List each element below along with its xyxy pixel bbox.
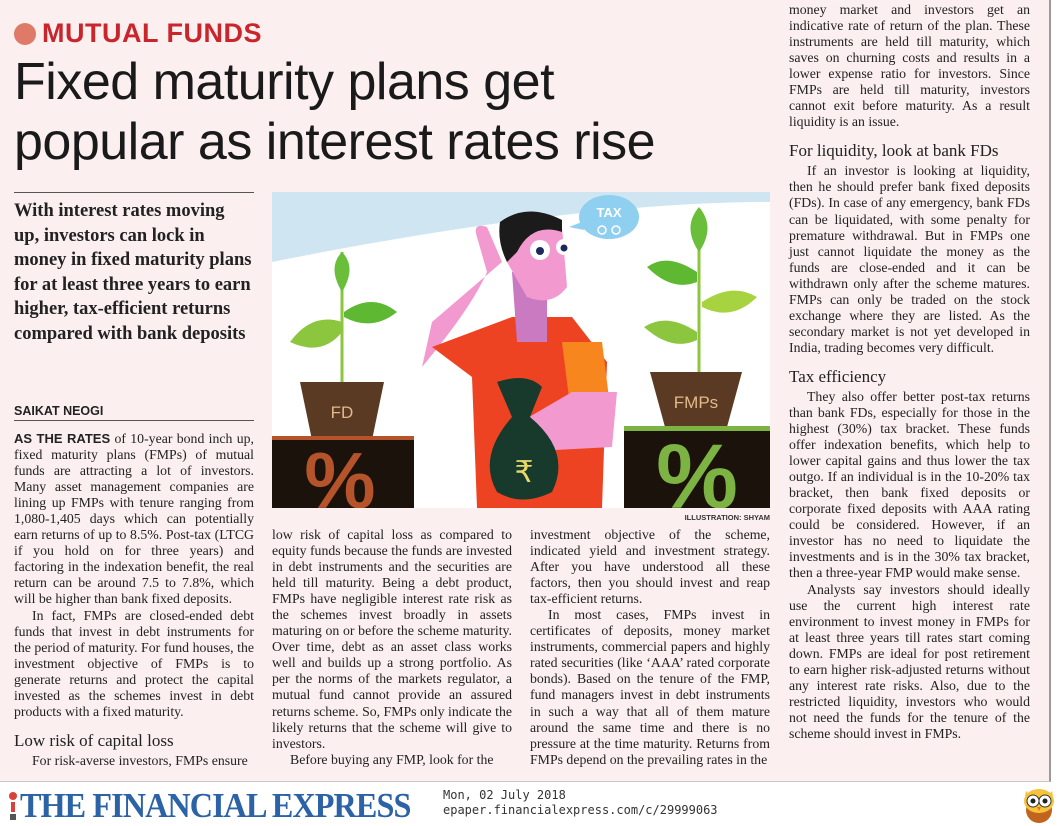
edition-date: Mon, 02 July 2018 (443, 788, 566, 802)
headline: Fixed maturity plans get popular as inte… (14, 53, 656, 171)
byline: SAIKAT NEOGI (14, 404, 104, 418)
fmp-block (624, 428, 770, 508)
column-3: investment objective of the scheme, indi… (530, 527, 770, 768)
fd-pot-label: FD (331, 403, 354, 422)
fmp-pot-label: FMPs (674, 393, 718, 412)
column-2: low risk of capital loss as compared to … (272, 527, 512, 768)
paragraph: In most cases, FMPs invest in certificat… (530, 607, 770, 767)
paragraph: Analysts say investors should ideally us… (789, 581, 1030, 741)
section-kicker: MUTUAL FUNDS (14, 18, 262, 49)
edition-info: Mon, 02 July 2018 epaper.financialexpres… (443, 788, 718, 818)
publication-logo[interactable]: THE FINANCIAL EXPRESS (6, 786, 444, 826)
fd-pot (300, 382, 384, 440)
fmp-pot (650, 372, 742, 427)
paragraph-text: of 10-year bond inch up, fixed maturity … (14, 431, 254, 607)
paragraph: investment objective of the scheme, indi… (530, 527, 770, 607)
illustration: FD % FMPs % ₹ (272, 192, 770, 508)
sky (272, 192, 770, 262)
paragraph: If an investor is looking at liquidity, … (789, 163, 1030, 355)
article: MUTUAL FUNDS Fixed maturity plans get po… (0, 0, 1051, 782)
owl-icon[interactable] (1022, 786, 1056, 824)
column-1: AS THE RATES of 10-year bond inch up, fi… (14, 431, 254, 769)
fmp-plant (644, 207, 757, 372)
logo-emblem-icon (9, 792, 17, 820)
edition-url[interactable]: epaper.financialexpress.com/c/29999063 (443, 803, 718, 817)
column-4: money market and investors get an indica… (789, 2, 1030, 742)
divider (14, 192, 254, 193)
paragraph: AS THE RATES of 10-year bond inch up, fi… (14, 431, 254, 608)
deck: With interest rates moving up, investors… (14, 201, 252, 344)
paragraph: money market and investors get an indica… (789, 2, 1030, 130)
paragraph: In fact, FMPs are closed-ended debt fund… (14, 607, 254, 719)
lead-in: AS THE RATES (14, 431, 111, 446)
fmp-block-edge (624, 426, 770, 431)
fd-block (272, 438, 414, 508)
bullet-dot-icon (14, 22, 36, 45)
section-label: MUTUAL FUNDS (42, 18, 262, 48)
paragraph: Before buying any FMP, look for the (290, 751, 494, 767)
fd-plant (290, 252, 397, 382)
fd-percent: % (304, 436, 375, 508)
money-bag-icon: ₹ (489, 378, 559, 500)
paragraph: For risk-averse investors, FMPs ensure (32, 752, 248, 768)
logo-text: THE FINANCIAL EXPRESS (20, 786, 411, 825)
paragraph: low risk of capital loss as compared to … (272, 527, 512, 751)
tax-speech-bubble-icon: TAX (569, 195, 639, 239)
illustration-credit: ILLUSTRATION: SHYAM (684, 513, 770, 522)
divider (14, 420, 254, 421)
subheading: Low risk of capital loss (14, 730, 174, 750)
rupee-symbol: ₹ (514, 455, 533, 490)
fd-block-edge (272, 436, 414, 440)
paragraph: They also offer better post-tax returns … (789, 388, 1030, 581)
subheading: For liquidity, look at bank FDs (789, 141, 999, 161)
subheading: Tax efficiency (789, 366, 887, 386)
tax-label: TAX (596, 205, 621, 220)
fmp-percent: % (656, 426, 738, 508)
